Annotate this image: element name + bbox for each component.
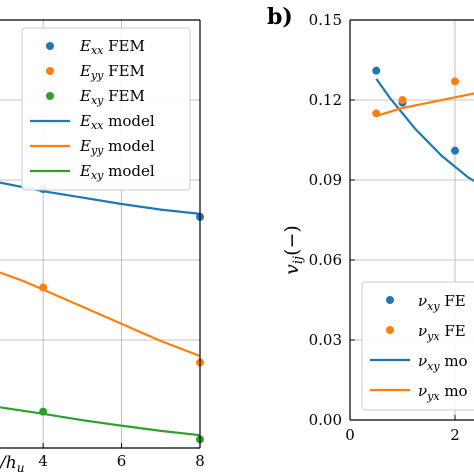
legend-entry-label: Exy FEM	[79, 87, 145, 107]
right-x-tick-label: 2	[450, 426, 460, 444]
legend-marker-swatch	[46, 92, 54, 100]
legend-entry-label: Exy model	[79, 162, 155, 182]
left-series	[0, 181, 204, 444]
legend-entry-label: Eyy FEM	[79, 62, 145, 82]
right-y-tick-label: 0.09	[309, 171, 342, 189]
legend-marker-swatch	[46, 67, 54, 75]
right-axes	[349, 19, 474, 421]
legend-entry-label: νyx FE	[418, 322, 466, 343]
legend-entry-label: Exx model	[79, 112, 155, 132]
data-point-Eyy_fem	[39, 283, 48, 292]
left-x-tick-label: 4	[38, 452, 48, 470]
data-point-vxy_fem	[451, 146, 459, 155]
left-x-axis-label: /hu	[0, 453, 24, 474]
right-y-tick-label: 0.15	[309, 11, 342, 29]
data-point-vyx_fem	[451, 77, 459, 86]
right-y-tick-label: 0.03	[309, 331, 342, 349]
data-point-vyx_fem	[372, 109, 381, 118]
legend-marker-swatch	[386, 326, 394, 334]
legend-entry-label: νxy mo	[418, 352, 468, 373]
left-ticks: 4 6 8	[38, 443, 205, 470]
right-y-tick-label: 0.12	[309, 91, 342, 109]
legend-entry-label: Exx FEM	[79, 37, 145, 57]
data-point-Exy_fem	[39, 407, 48, 416]
right-y-axis-label: vij(−)	[281, 225, 306, 275]
data-point-vxy_fem	[372, 66, 381, 75]
series-line-Eyy_model	[0, 271, 201, 358]
left-panel: 4 6 8 Exx FEM Eyy FEM Exy FEM Exx model Eyy mo…	[0, 19, 205, 474]
right-ticks: 0.00 0.03 0.06 0.09 0.12 0.15 0 2	[309, 11, 460, 444]
panel-label-b: b)	[267, 4, 293, 30]
legend-entry-label: Eyy model	[79, 137, 155, 157]
left-axes	[0, 19, 201, 449]
right-legend: νxy FE νyx FE νxy mo νyx mo	[361, 281, 474, 411]
svg-text:vij(−): vij(−)	[281, 225, 306, 275]
right-series	[372, 66, 474, 183]
legend-marker-swatch	[46, 42, 54, 50]
series-line-vyx_model	[375, 92, 474, 118]
left-x-tick-label: 8	[195, 452, 205, 470]
data-point-vyx_fem	[398, 96, 407, 104]
right-legend-box	[361, 281, 474, 411]
series-line-vxy_model	[375, 78, 474, 183]
left-x-tick-label: 6	[117, 452, 127, 470]
legend-marker-swatch	[386, 296, 394, 304]
series-line-Exy_model	[0, 406, 201, 437]
legend-entry-label: νyx mo	[418, 382, 468, 403]
left-legend: Exx FEM Eyy FEM Exy FEM Exx model Eyy model E…	[21, 27, 191, 191]
right-x-tick-label: 0	[345, 426, 355, 444]
legend-entry-label: νxy FE	[418, 292, 466, 313]
left-legend-box	[21, 27, 191, 191]
right-y-tick-label: 0.00	[309, 411, 342, 429]
right-y-tick-label: 0.06	[309, 251, 342, 269]
